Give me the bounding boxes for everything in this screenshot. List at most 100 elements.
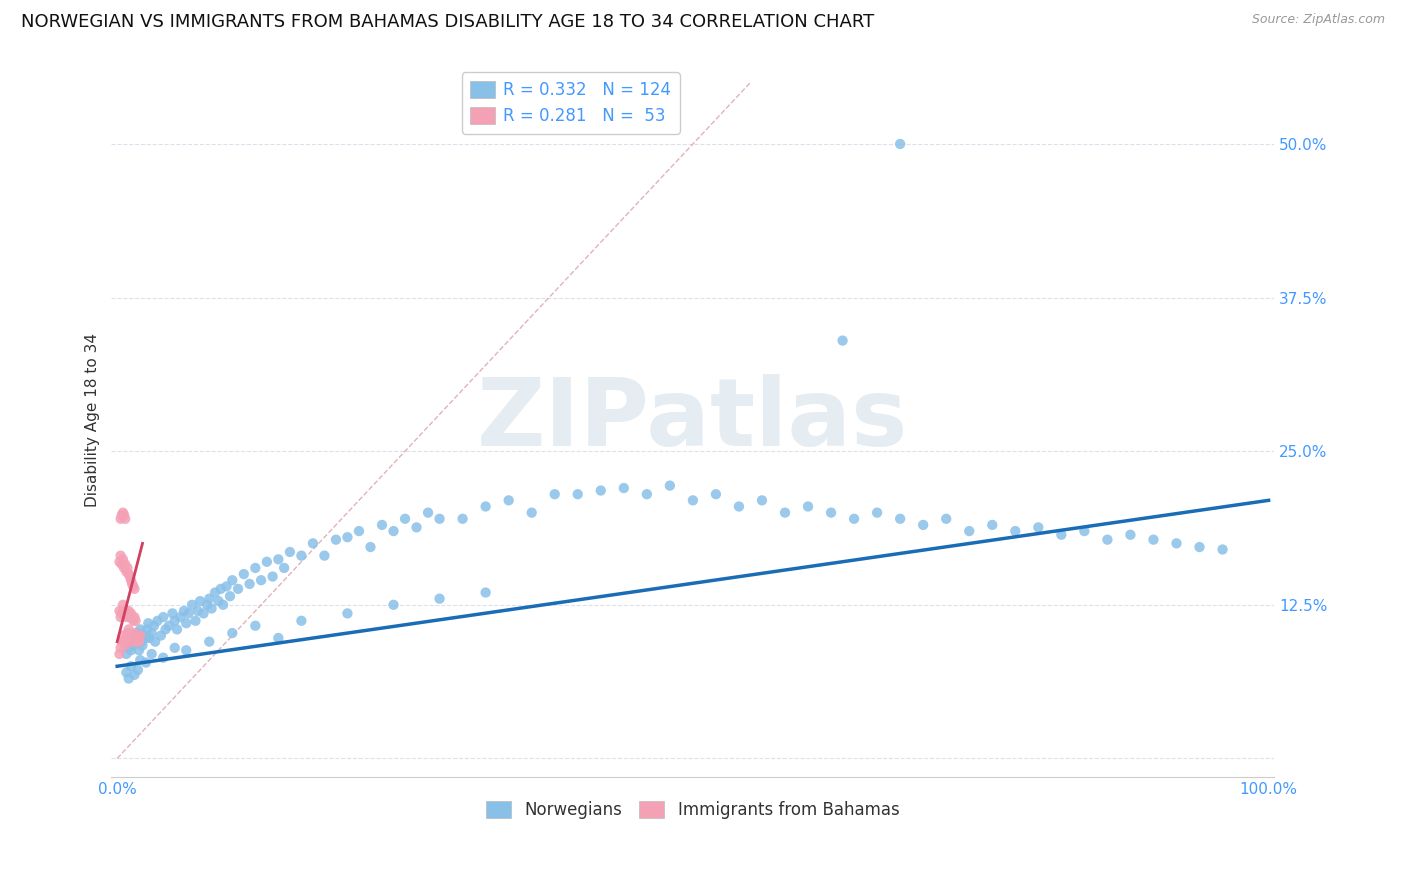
Point [290, 614, 312, 628]
Point [474, 500, 496, 514]
Text: Source: ZipAtlas.com: Source: ZipAtlas.com [1251, 13, 1385, 27]
Point [118, 567, 141, 582]
Point [112, 561, 135, 575]
Point [728, 500, 751, 514]
Point [124, 610, 146, 624]
Point [184, 614, 207, 628]
Point [174, 643, 197, 657]
Point [122, 631, 145, 645]
Point [163, 640, 186, 655]
Point [1050, 528, 1073, 542]
Point [111, 607, 134, 621]
Point [371, 517, 394, 532]
Point [143, 634, 166, 648]
Point [120, 659, 142, 673]
Legend: Norwegians, Immigrants from Bahamas: Norwegians, Immigrants from Bahamas [479, 794, 905, 826]
Point [117, 561, 139, 575]
Point [200, 601, 222, 615]
Point [957, 524, 980, 538]
Point [118, 631, 141, 645]
Point [146, 614, 169, 628]
Point [658, 478, 681, 492]
Point [118, 623, 141, 637]
Point [1097, 533, 1119, 547]
Point [115, 647, 138, 661]
Point [124, 628, 146, 642]
Point [117, 607, 139, 621]
Point [221, 573, 243, 587]
Point [129, 653, 152, 667]
Point [773, 506, 796, 520]
Point [394, 512, 416, 526]
Point [429, 512, 451, 526]
Point [1212, 542, 1234, 557]
Point [141, 647, 163, 661]
Point [125, 631, 148, 645]
Point [134, 628, 156, 642]
Point [127, 626, 149, 640]
Point [131, 634, 153, 648]
Point [219, 589, 242, 603]
Point [520, 506, 543, 520]
Point [111, 634, 134, 648]
Text: ZIPatlas: ZIPatlas [477, 375, 908, 467]
Point [226, 582, 249, 596]
Point [262, 569, 284, 583]
Point [124, 634, 146, 648]
Point [138, 631, 160, 645]
Point [820, 506, 842, 520]
Point [115, 631, 138, 645]
Point [981, 517, 1004, 532]
Point [124, 668, 146, 682]
Point [314, 549, 336, 563]
Point [212, 598, 235, 612]
Point [149, 628, 172, 642]
Point [143, 618, 166, 632]
Point [118, 672, 141, 686]
Point [111, 558, 134, 572]
Point [114, 558, 136, 572]
Point [245, 561, 267, 575]
Point [347, 524, 370, 538]
Point [163, 614, 186, 628]
Point [110, 610, 132, 624]
Point [474, 585, 496, 599]
Point [118, 604, 141, 618]
Point [336, 607, 359, 621]
Point [120, 573, 142, 587]
Point [121, 577, 143, 591]
Point [114, 639, 136, 653]
Point [111, 508, 134, 522]
Point [267, 631, 290, 645]
Point [135, 656, 157, 670]
Point [115, 610, 138, 624]
Point [1073, 524, 1095, 538]
Point [108, 647, 131, 661]
Point [221, 626, 243, 640]
Point [108, 604, 131, 618]
Point [290, 549, 312, 563]
Point [181, 598, 204, 612]
Point [110, 640, 132, 655]
Point [889, 512, 911, 526]
Point [118, 569, 141, 583]
Point [110, 512, 132, 526]
Point [567, 487, 589, 501]
Point [121, 610, 143, 624]
Point [131, 639, 153, 653]
Point [124, 626, 146, 640]
Point [232, 567, 254, 582]
Point [122, 614, 145, 628]
Point [111, 552, 134, 566]
Point [1119, 528, 1142, 542]
Point [1166, 536, 1188, 550]
Point [118, 610, 141, 624]
Point [152, 650, 174, 665]
Point [127, 663, 149, 677]
Point [195, 598, 218, 612]
Point [544, 487, 567, 501]
Point [273, 561, 295, 575]
Point [115, 665, 138, 680]
Point [124, 582, 146, 596]
Point [842, 512, 865, 526]
